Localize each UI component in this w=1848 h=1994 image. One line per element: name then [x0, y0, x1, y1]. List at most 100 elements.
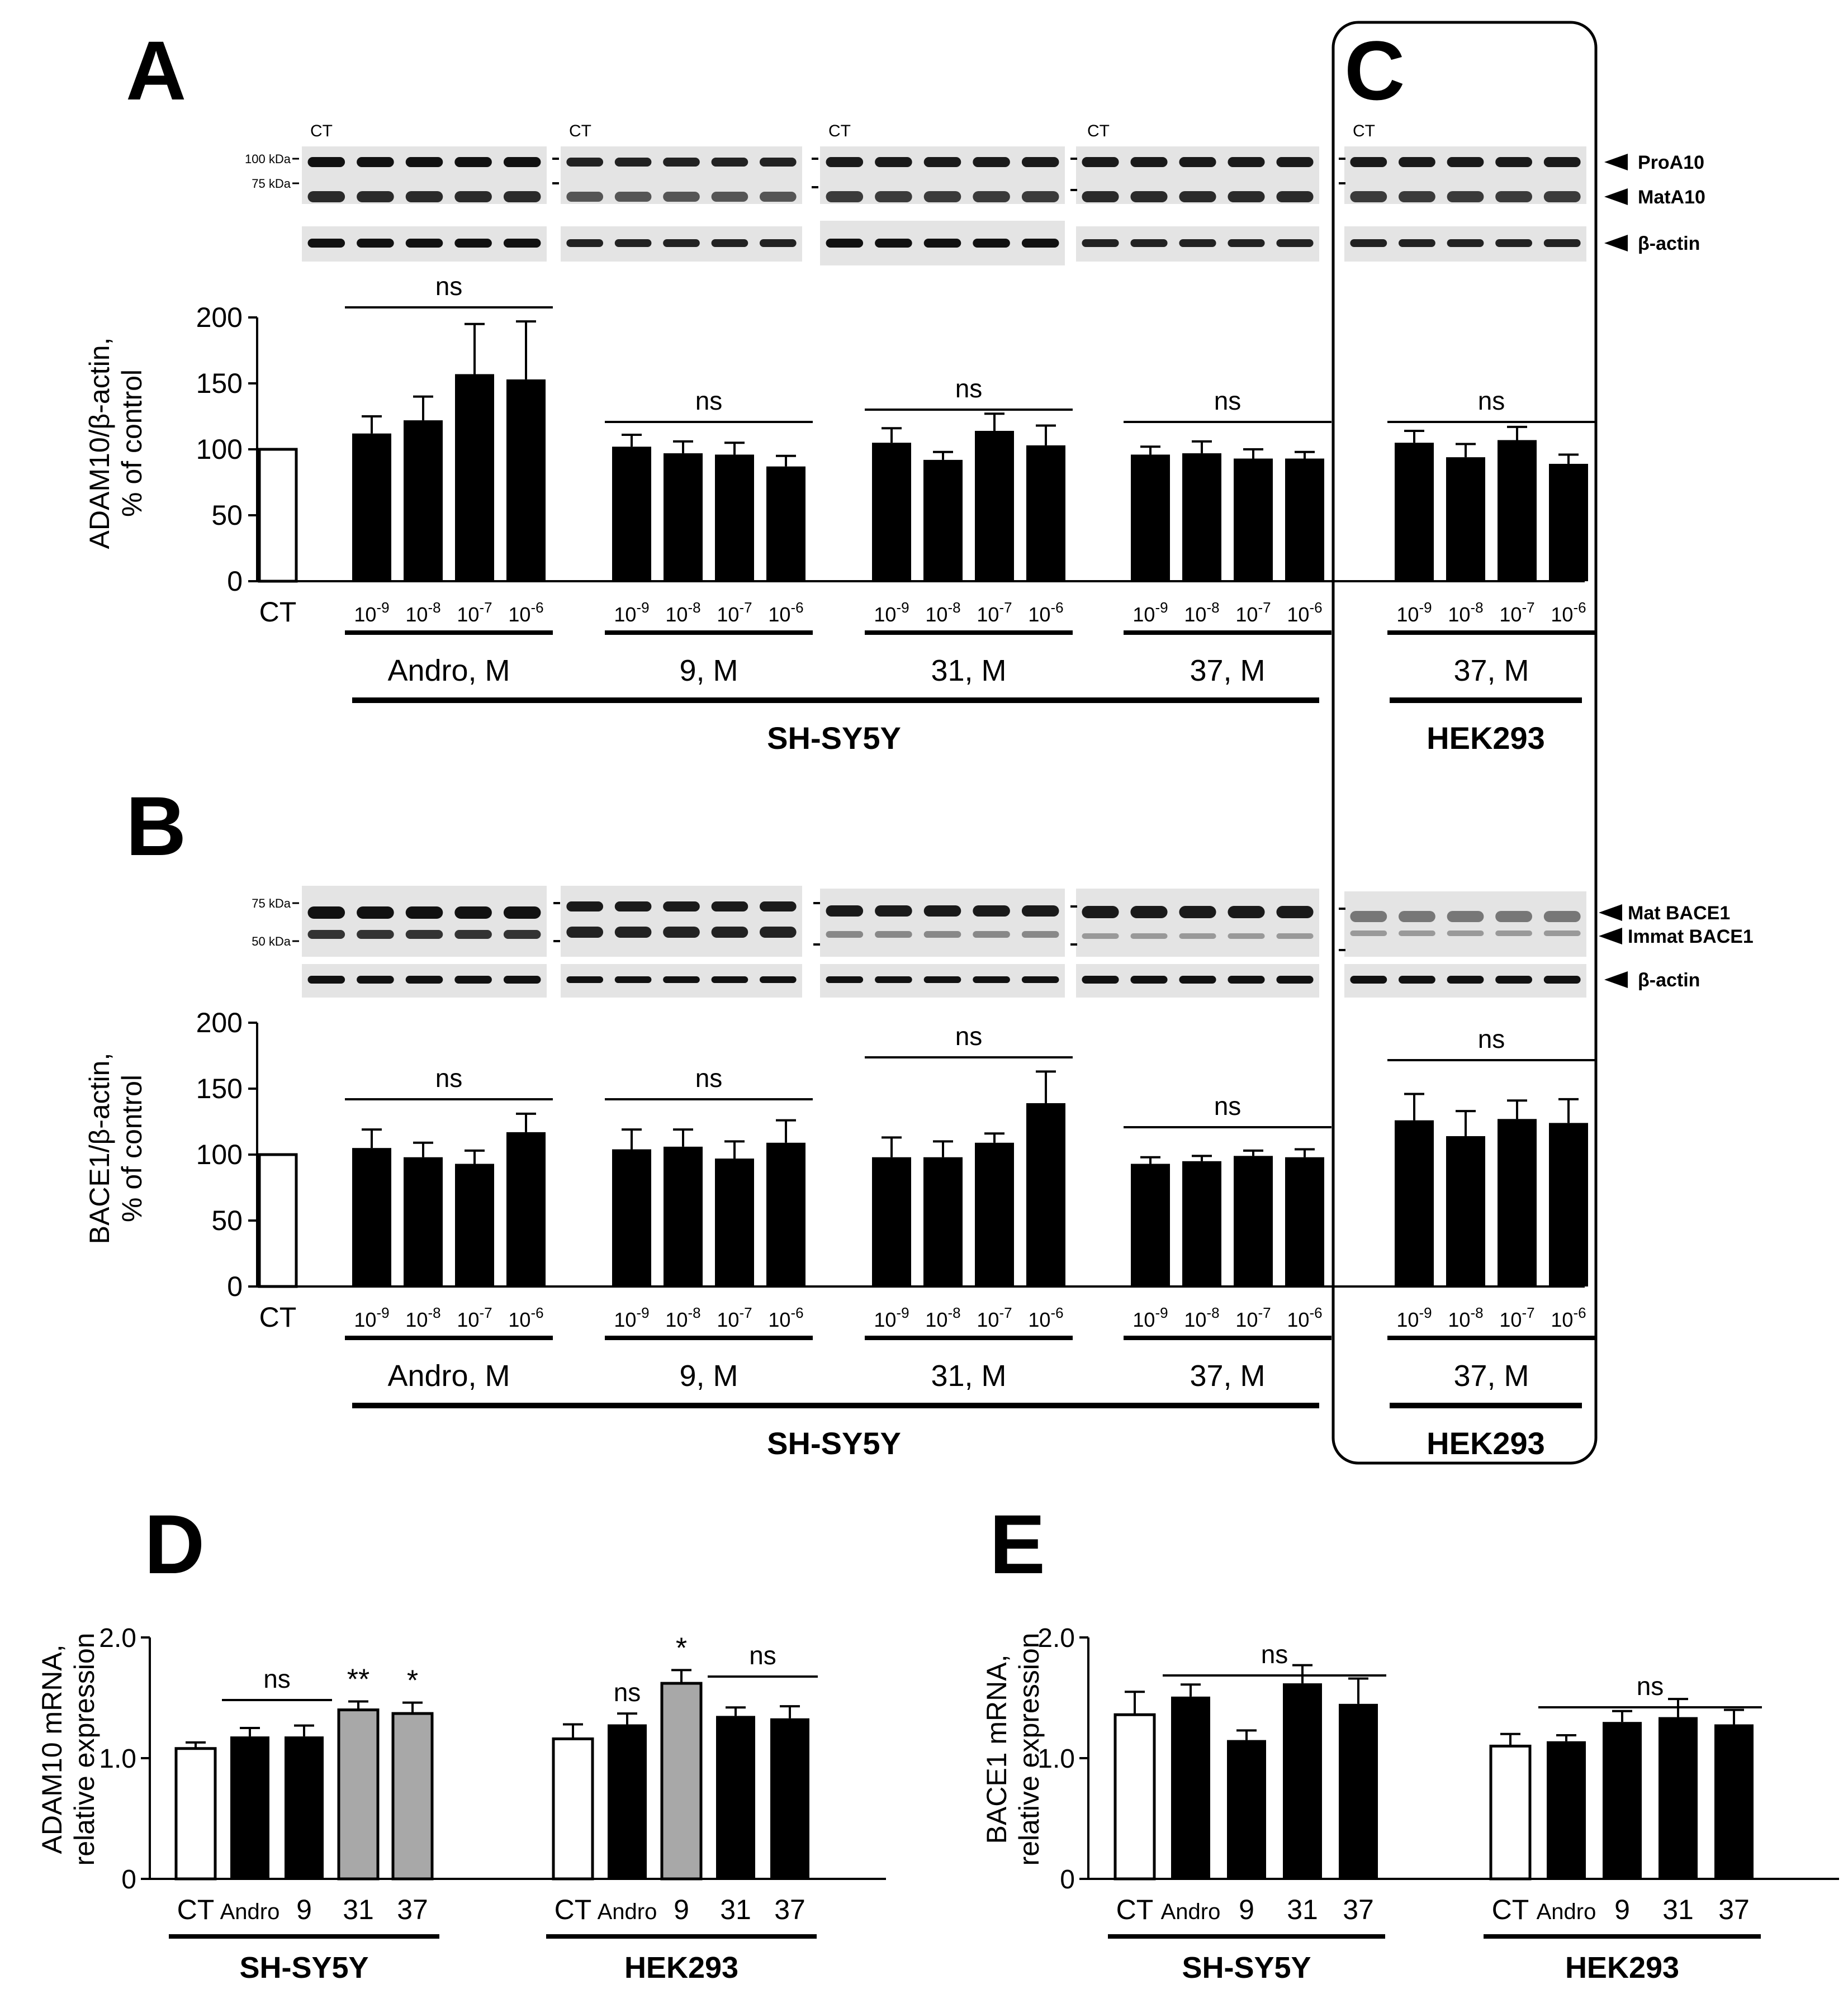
blot-band — [405, 930, 443, 939]
dose-base: 10 — [665, 1308, 688, 1331]
group-label: Andro, M — [387, 1359, 510, 1393]
dose-base: 10 — [1235, 603, 1258, 626]
bar — [1395, 1120, 1434, 1286]
x-tick-label: Andro — [1161, 1900, 1221, 1924]
blot-band — [1082, 933, 1119, 939]
bar — [352, 1148, 391, 1286]
blot-band — [454, 191, 492, 202]
panel-letter-c: C — [1344, 23, 1405, 117]
blot-band — [759, 901, 797, 911]
bar — [1283, 1683, 1322, 1879]
y-tick-label: 100 — [196, 1139, 243, 1170]
x-tick-label: 9 — [674, 1894, 689, 1925]
blot-band — [405, 239, 443, 248]
dose-label: 10-8 — [665, 1304, 700, 1331]
blot-band — [923, 157, 961, 167]
blot-band — [1350, 239, 1387, 247]
dose-label: 10-8 — [1184, 1304, 1219, 1331]
y-tick-label: 1.0 — [1037, 1744, 1075, 1774]
x-tick-label: 31 — [1287, 1894, 1318, 1925]
dose-base: 10 — [1396, 1308, 1419, 1331]
blot-band — [875, 976, 912, 983]
bar — [285, 1736, 324, 1879]
blot-band — [405, 906, 443, 919]
blot-band — [566, 901, 604, 911]
blot-a-ct-label: CT — [1087, 122, 1110, 140]
dose-label: 10-9 — [354, 1304, 389, 1331]
blot-band — [454, 239, 492, 248]
dose-base: 10 — [1448, 1308, 1470, 1331]
dose-base: 10 — [977, 603, 999, 626]
ns-label: ns — [435, 272, 463, 301]
dose-exponent: -6 — [530, 599, 543, 616]
dose-base: 10 — [508, 1308, 530, 1331]
bar — [766, 466, 805, 581]
dose-exponent: -9 — [1419, 1304, 1432, 1321]
blot-band — [1276, 906, 1314, 918]
blot-band — [307, 930, 345, 939]
dose-base: 10 — [1551, 603, 1573, 626]
blot-band — [711, 901, 748, 911]
blot-band — [1130, 976, 1168, 984]
bar — [1547, 1741, 1586, 1879]
bar — [404, 1157, 443, 1286]
dose-base: 10 — [1184, 1308, 1206, 1331]
bar — [1395, 443, 1434, 581]
ns-label: ns — [955, 374, 983, 403]
significance-mark: ns — [614, 1678, 641, 1707]
blot-band — [663, 192, 700, 202]
blot-band — [711, 976, 748, 983]
blot-band — [875, 191, 912, 202]
y-tick-label: 0 — [227, 1271, 243, 1302]
dose-exponent: -6 — [1050, 599, 1063, 616]
blot-band — [1543, 191, 1581, 202]
panel-letter-b: B — [126, 779, 186, 873]
y-axis-label: BACE1/β-actin,% of control — [84, 1053, 148, 1245]
bar — [1234, 1156, 1273, 1286]
y-tick-label: 50 — [211, 1205, 243, 1236]
blot-band — [405, 157, 443, 167]
blot-band — [1495, 930, 1533, 936]
bar — [1182, 453, 1221, 581]
bar — [1131, 454, 1170, 581]
western-blots — [302, 146, 1586, 998]
blot-band — [759, 158, 797, 167]
blot-band — [454, 157, 492, 167]
dose-label: 10-7 — [717, 1304, 752, 1331]
blot-band — [566, 976, 604, 983]
bar — [608, 1724, 647, 1879]
blot-band — [307, 191, 345, 202]
bar — [1234, 458, 1273, 581]
y-tick-label: 100 — [196, 434, 243, 465]
blot-band — [1543, 157, 1581, 167]
blot-band — [1350, 191, 1387, 202]
y-axis-label: ADAM10/β-actin,% of control — [84, 338, 148, 549]
blot-b-marker-50: 50 kDa — [252, 934, 291, 948]
blot-a-ct-label: CT — [569, 122, 591, 140]
x-tick-label: 31 — [720, 1894, 751, 1925]
blot-band — [1130, 933, 1168, 939]
blot-band — [1447, 191, 1484, 202]
blot-band — [614, 158, 652, 167]
dose-label: 10-6 — [508, 599, 543, 626]
blot-band — [1495, 911, 1533, 922]
cell-line-label: HEK293 — [1427, 1426, 1545, 1461]
band-arrow-icon — [1604, 971, 1628, 988]
dose-exponent: -8 — [947, 1304, 960, 1321]
blot-band — [1082, 906, 1119, 918]
dose-exponent: -9 — [376, 1304, 389, 1321]
dose-exponent: -6 — [1050, 1304, 1063, 1321]
blot-band — [1350, 157, 1387, 167]
dose-label: 10-7 — [1499, 599, 1534, 626]
blot-band — [1495, 191, 1533, 202]
blot-band — [1021, 239, 1059, 248]
blot-band — [923, 931, 961, 938]
blot-a-marker-75: 75 kDa — [252, 177, 291, 191]
dose-label: 10-6 — [1028, 1304, 1063, 1331]
dose-base: 10 — [1287, 603, 1309, 626]
x-tick-label: 31 — [1662, 1894, 1694, 1925]
y-axis-label: BACE1 mRNA,relative expression — [981, 1633, 1045, 1866]
ns-label: ns — [263, 1664, 291, 1693]
blot-band — [1179, 157, 1216, 167]
blot-band — [1021, 931, 1059, 938]
